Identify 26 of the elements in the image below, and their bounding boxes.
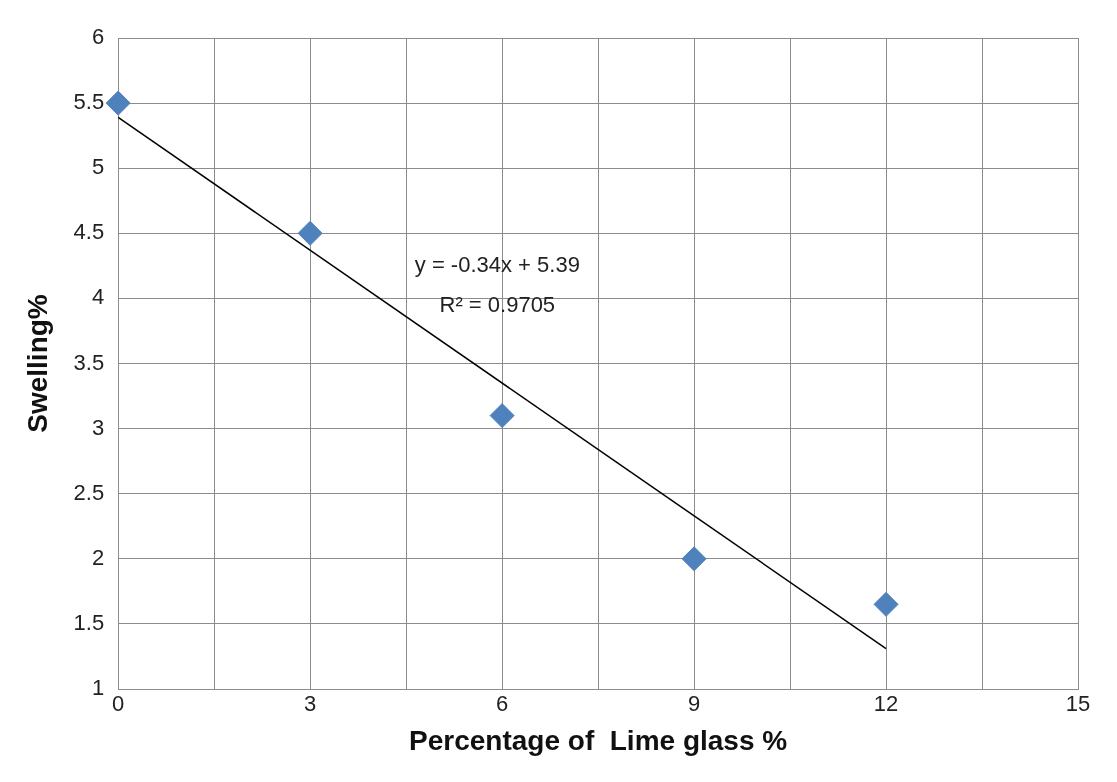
point <box>681 546 707 572</box>
y-tick-label: 4 <box>91 284 105 310</box>
annotation: R² = 0.9705 <box>439 292 556 318</box>
y-tick-label: 4.5 <box>73 219 105 245</box>
y-tick-label: 1 <box>91 675 105 701</box>
x-tick-label: 9 <box>687 691 701 717</box>
x-axis-title: Percentage of Lime glass % <box>409 724 788 756</box>
y-tick-label: 3 <box>91 414 105 440</box>
y-tick-label: 2.5 <box>73 479 105 505</box>
y-tick-label: 6 <box>91 24 105 50</box>
point <box>489 403 515 429</box>
y-tick-label: 1.5 <box>73 609 105 635</box>
y-tick-label: 3.5 <box>73 349 105 375</box>
point <box>297 220 323 246</box>
annotation: y = -0.34x + 5.39 <box>414 252 580 278</box>
point <box>873 591 899 617</box>
x-tick-label: 3 <box>304 691 317 717</box>
point <box>105 90 131 116</box>
x-tick-label: 6 <box>495 691 509 717</box>
y-axis-title: Swelling% <box>21 294 53 433</box>
x-tick-label: 0 <box>112 691 125 717</box>
x-tick-label: 15 <box>1065 691 1091 717</box>
y-tick-label: 5.5 <box>73 89 105 115</box>
y-tick-label: 5 <box>91 154 105 180</box>
y-tick-label: 2 <box>91 544 105 570</box>
x-tick-label: 12 <box>873 691 899 717</box>
